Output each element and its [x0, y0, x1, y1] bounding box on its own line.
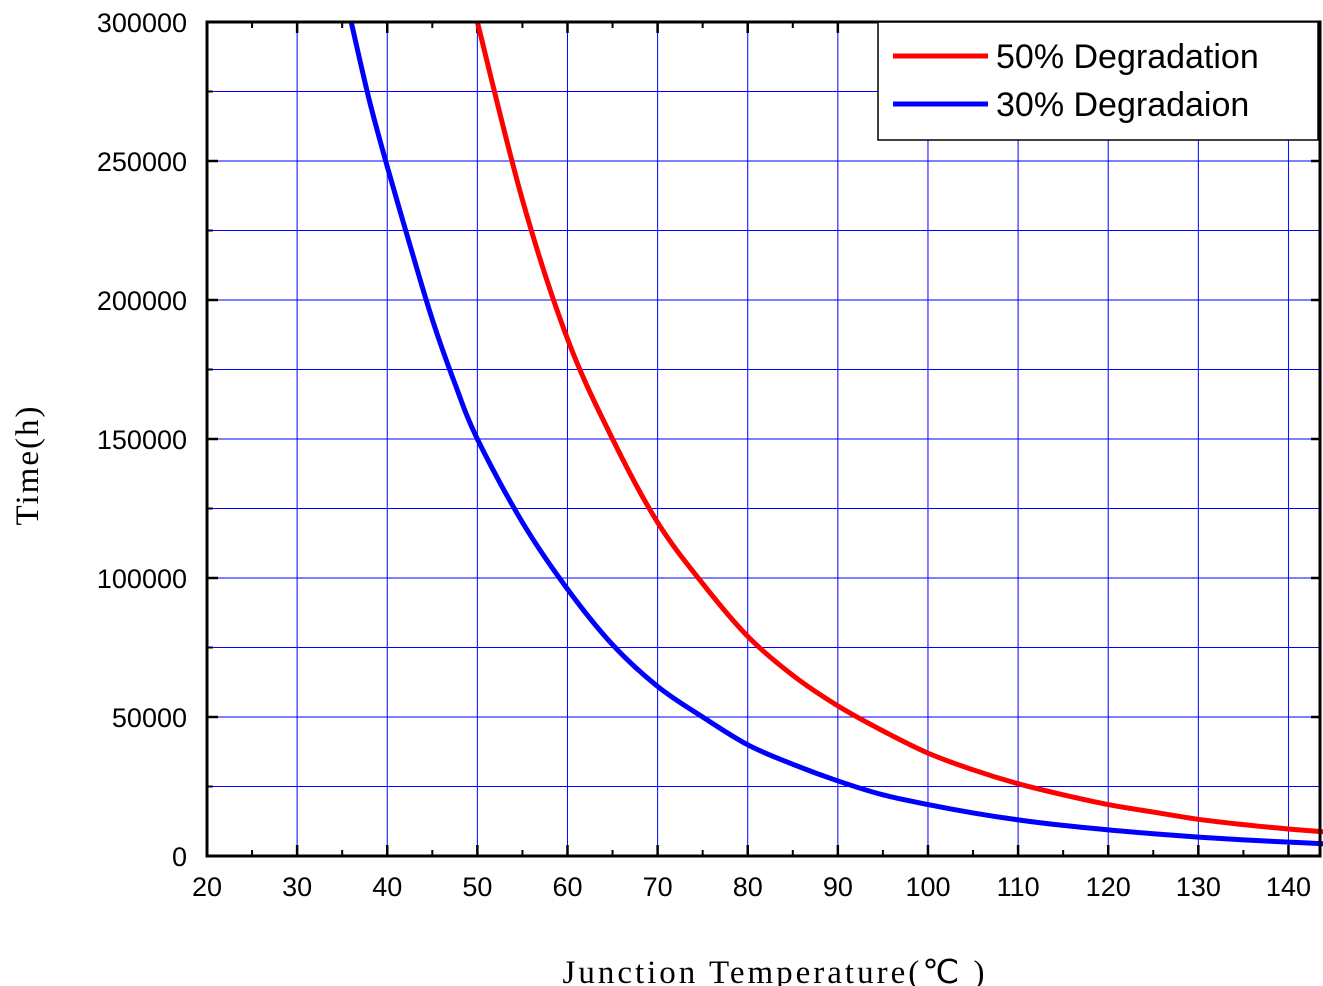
- x-tick-label: 130: [1176, 872, 1221, 902]
- x-axis-title: Junction Temperature(℃ ): [562, 955, 987, 986]
- x-tick-label: 20: [192, 872, 222, 902]
- x-tick-label: 110: [997, 872, 1040, 902]
- tick-labels: 20 30 40 50 60 70 80 90 100 110 120 130 140 0 50000 100…: [97, 8, 1311, 902]
- legend: 50% Degradation 30% Degradaion: [877, 21, 1319, 141]
- series-lines: [348, 21, 1323, 847]
- y-tick-label: 150000: [97, 425, 187, 455]
- legend-box: [877, 21, 1319, 141]
- x-tick-label: 40: [372, 872, 402, 902]
- x-tick-label: 120: [1086, 872, 1131, 902]
- x-tick-label: 30: [282, 872, 312, 902]
- y-tick-label: 50000: [112, 703, 187, 733]
- y-tick-label: 300000: [97, 8, 187, 38]
- x-tick-label: 100: [905, 872, 950, 902]
- series-line-50-degradation: [474, 21, 1323, 835]
- x-tick-label: 60: [552, 872, 582, 902]
- x-tick-label: 50: [462, 872, 492, 902]
- y-tick-label: 100000: [97, 564, 187, 594]
- plot-frame: [205, 20, 1322, 858]
- y-tick-label: 0: [172, 842, 187, 872]
- y-tick-label: 200000: [97, 286, 187, 316]
- legend-label-30-degradaion: 30% Degradaion: [996, 86, 1249, 124]
- x-tick-label: 140: [1266, 872, 1311, 902]
- x-tick-label: 80: [733, 872, 763, 902]
- x-tick-label: 90: [823, 872, 853, 902]
- y-axis-title: Time(h): [10, 405, 46, 526]
- legend-label-50-degradation: 50% Degradation: [996, 38, 1259, 76]
- x-tick-label: 70: [643, 872, 673, 902]
- y-tick-label: 250000: [97, 147, 187, 177]
- series-line-30-degradaion: [348, 21, 1323, 847]
- grid: [207, 22, 1320, 856]
